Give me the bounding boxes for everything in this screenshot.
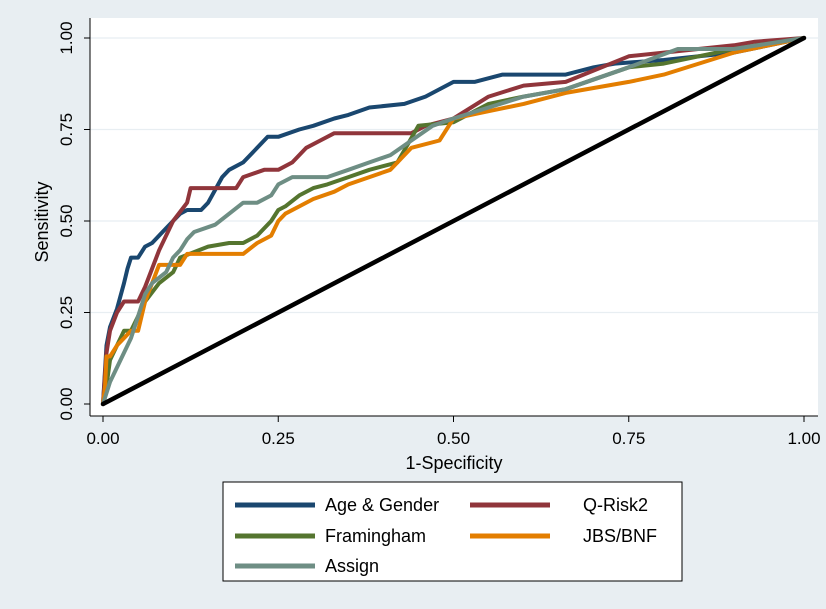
- y-tick-label: 0.50: [57, 204, 76, 237]
- y-tick-label: 0.25: [57, 296, 76, 329]
- roc-curves: [100, 35, 807, 407]
- y-tick-label: 0.75: [57, 113, 76, 146]
- x-tick-label: 0.00: [86, 429, 119, 448]
- legend-label-assign: Assign: [325, 556, 379, 576]
- legend: Age & Gender Q-Risk2 Framingham JBS/BNF Assi…: [222, 481, 683, 582]
- x-tick-label: 0.50: [437, 429, 470, 448]
- grid-lines: [90, 37, 818, 314]
- tick-marks-and-labels: 0.00 0.25 0.50 0.75 1.00 0.00 0.25 0.50 0.75 1.00: [57, 21, 821, 448]
- legend-label-jbs-bnf: JBS/BNF: [583, 526, 657, 546]
- series-line-q-risk2: [101, 36, 806, 406]
- y-tick-label: 0.00: [57, 387, 76, 420]
- x-tick-label: 0.75: [612, 429, 645, 448]
- reference-diagonal-line: [100, 35, 807, 407]
- series-line-age-gender: [101, 36, 806, 406]
- y-axis-title: Sensitivity: [32, 181, 52, 262]
- series-line-assign: [101, 36, 806, 406]
- legend-label-framingham: Framingham: [325, 526, 426, 546]
- y-tick-label: 1.00: [57, 21, 76, 54]
- series-line-jbs-bnf: [101, 36, 806, 406]
- x-axis-title: 1-Specificity: [405, 453, 502, 473]
- x-tick-label: 0.25: [262, 429, 295, 448]
- legend-label-age-gender: Age & Gender: [325, 495, 439, 515]
- legend-label-q-risk2: Q-Risk2: [583, 495, 648, 515]
- x-tick-label: 1.00: [787, 429, 820, 448]
